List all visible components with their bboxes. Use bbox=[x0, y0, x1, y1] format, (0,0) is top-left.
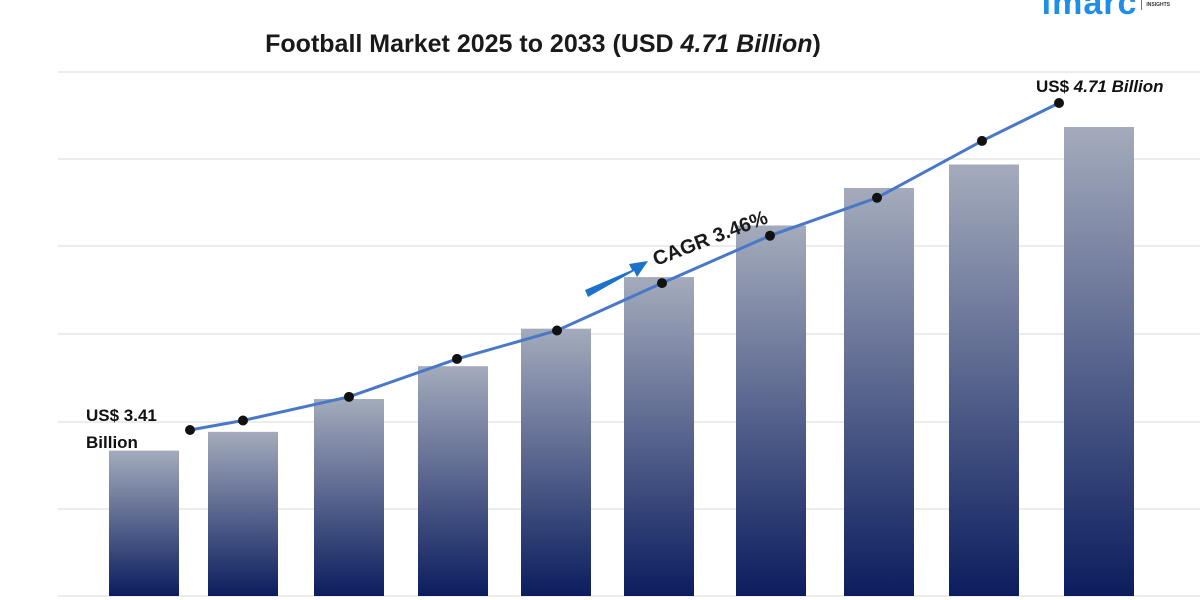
bar-2031 bbox=[736, 225, 806, 597]
start-value-label: US$ 3.41 bbox=[86, 406, 157, 425]
chart-title-suffix: ) bbox=[812, 30, 821, 58]
bar-2027 bbox=[314, 399, 384, 596]
trend-line bbox=[185, 98, 1064, 435]
bar-2026 bbox=[208, 431, 278, 596]
trend-point bbox=[185, 425, 195, 435]
trend-line-path bbox=[189, 101, 1060, 432]
trend-point bbox=[872, 192, 882, 203]
end-value-amount: 4.71 Billion bbox=[1073, 77, 1164, 96]
trend-point bbox=[552, 325, 562, 336]
trend-point bbox=[452, 353, 462, 364]
trend-point bbox=[765, 230, 775, 241]
bar-2032 bbox=[844, 187, 914, 596]
start-value-label-unit: Billion bbox=[86, 433, 138, 452]
end-value-label: US$ 4.71 Billion bbox=[1036, 77, 1164, 96]
bar-2033 bbox=[1064, 127, 1134, 596]
cagr-arrow-icon bbox=[585, 261, 648, 297]
trend-point bbox=[238, 415, 248, 426]
trend-point bbox=[977, 135, 987, 146]
bar-2030 bbox=[624, 277, 694, 596]
trend-point bbox=[344, 391, 354, 402]
chart-title-prefix: Football Market 2025 to 2033 (USD bbox=[265, 30, 681, 58]
bar-2029 bbox=[521, 328, 591, 596]
logo-divider bbox=[1141, 0, 1143, 10]
bar-2028 bbox=[418, 366, 488, 596]
logo-wordmark: imarc bbox=[1041, 0, 1138, 22]
imarc-logo: imarc INSIGHTS bbox=[1042, 0, 1170, 20]
end-value-prefix: US$ bbox=[1036, 77, 1074, 96]
chart-title: Football Market 2025 to 2033 (USD 4.71 B… bbox=[0, 30, 1086, 59]
trend-point bbox=[657, 278, 667, 289]
trend-point bbox=[1054, 98, 1064, 108]
chart-title-value: 4.71 Billion bbox=[680, 30, 813, 58]
bar-extra bbox=[949, 164, 1019, 596]
bars bbox=[109, 127, 1134, 597]
logo-subtext: INSIGHTS bbox=[1146, 2, 1170, 8]
bar-2025 bbox=[109, 450, 179, 596]
